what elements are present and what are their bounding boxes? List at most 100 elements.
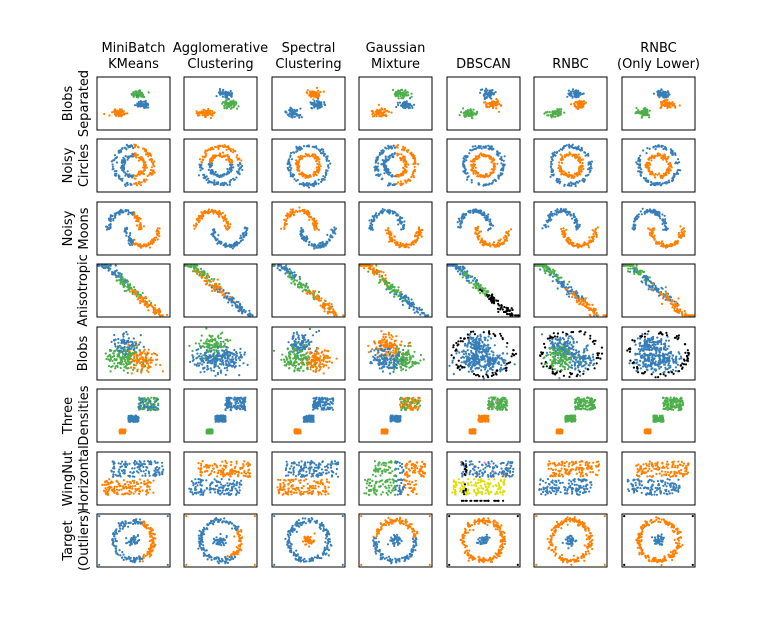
point — [473, 169, 476, 172]
point — [383, 172, 386, 175]
point — [578, 156, 581, 159]
point — [412, 172, 415, 175]
point — [410, 105, 413, 108]
point — [204, 149, 207, 152]
point — [476, 227, 479, 230]
point — [665, 160, 668, 163]
point — [403, 102, 406, 105]
point — [650, 234, 653, 238]
row-title-7: Target(Outliers) — [61, 510, 92, 571]
point — [593, 230, 596, 233]
point — [403, 90, 406, 93]
point — [123, 157, 126, 160]
point — [664, 103, 668, 107]
point — [204, 283, 207, 286]
point — [489, 95, 492, 98]
point — [315, 246, 318, 249]
point — [298, 183, 301, 186]
point — [115, 269, 118, 272]
point — [483, 98, 486, 101]
point — [557, 111, 561, 114]
point — [474, 147, 477, 150]
point — [639, 210, 642, 213]
point — [302, 181, 305, 185]
point — [653, 174, 656, 177]
point — [460, 221, 463, 224]
point — [195, 270, 198, 273]
point — [125, 289, 128, 292]
point — [489, 93, 493, 96]
point — [214, 238, 217, 241]
point — [389, 182, 392, 185]
point — [571, 88, 575, 91]
panel-r2-c1 — [183, 201, 258, 256]
point — [643, 107, 647, 110]
point — [636, 162, 639, 165]
point — [319, 244, 322, 248]
point — [201, 113, 204, 117]
point — [139, 217, 142, 220]
point — [578, 106, 581, 109]
point — [137, 104, 140, 107]
point — [331, 229, 334, 232]
point — [208, 284, 211, 287]
point — [287, 113, 290, 116]
point — [310, 154, 314, 157]
point — [667, 167, 670, 170]
point — [210, 164, 214, 167]
point — [588, 236, 591, 239]
point — [139, 90, 142, 93]
point — [232, 99, 235, 102]
point — [227, 292, 230, 295]
point — [576, 181, 580, 184]
point — [382, 111, 385, 114]
point — [559, 113, 562, 116]
point — [138, 181, 141, 184]
point — [323, 101, 326, 104]
point — [414, 160, 417, 163]
row-title-6: WingNutHorizontal — [61, 445, 92, 511]
point — [317, 182, 320, 185]
point — [198, 111, 201, 114]
point — [478, 235, 481, 238]
point — [484, 175, 487, 178]
point — [232, 166, 235, 169]
point — [330, 235, 333, 238]
point — [308, 93, 312, 96]
point — [143, 106, 146, 109]
point — [575, 220, 578, 223]
point — [581, 162, 584, 165]
point — [313, 181, 316, 184]
point — [471, 145, 474, 148]
point — [579, 149, 582, 152]
point — [406, 179, 409, 182]
point — [143, 180, 146, 183]
point — [230, 106, 234, 109]
point — [329, 162, 332, 165]
point — [137, 228, 140, 231]
point — [213, 235, 216, 238]
point — [659, 175, 662, 178]
point — [140, 227, 143, 230]
point — [239, 237, 242, 240]
point — [209, 161, 212, 164]
point — [141, 291, 144, 295]
point — [293, 178, 296, 181]
point — [108, 224, 111, 227]
point — [125, 234, 128, 237]
point — [333, 226, 336, 229]
point — [143, 168, 146, 172]
point — [143, 95, 146, 99]
point — [302, 209, 305, 212]
point — [503, 240, 506, 243]
point — [289, 106, 292, 109]
point — [155, 229, 159, 232]
point — [205, 110, 208, 113]
point — [661, 243, 664, 246]
point — [662, 99, 665, 103]
point — [565, 144, 568, 147]
point — [486, 175, 490, 178]
point — [669, 103, 672, 106]
point — [588, 171, 591, 174]
point — [216, 242, 219, 245]
